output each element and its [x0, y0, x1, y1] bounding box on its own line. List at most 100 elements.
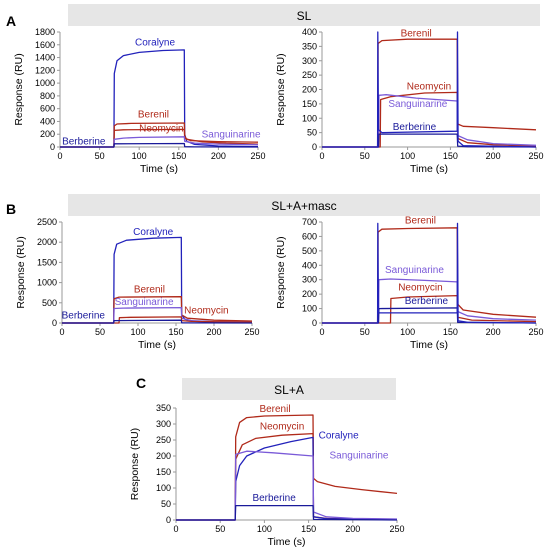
chart-b-left-label-berenil: Berenil — [134, 285, 165, 296]
chart-a-right-y-tick-label: 100 — [302, 113, 317, 123]
chart-b-left-x-tick-label: 0 — [59, 327, 64, 337]
panel-c-header-band — [182, 378, 396, 400]
chart-a-right-x-tick-label: 0 — [319, 151, 324, 161]
chart-b-left-label-coralyne: Coralyne — [133, 227, 173, 238]
panel-a-title: SL — [297, 9, 312, 23]
chart-a-right-y-tick-label: 350 — [302, 41, 317, 51]
chart-b-left-y-tick-label: 500 — [42, 298, 57, 308]
chart-c-y-tick-label: 150 — [156, 467, 171, 477]
chart-a-right-y-axis-label: Response (RU) — [275, 53, 287, 125]
chart-a-right-x-tick-label: 50 — [360, 151, 370, 161]
chart-b-left-series-berberine — [62, 319, 253, 324]
chart-b-right-y-tick-label: 500 — [302, 246, 317, 256]
chart-a-left-y-tick-label: 1600 — [35, 40, 55, 50]
chart-b-right-y-tick-label: 300 — [302, 275, 317, 285]
chart-b-right-x-tick-label: 50 — [360, 327, 370, 337]
chart-c-label-berberine: Berberine — [252, 493, 296, 504]
chart-c-y-tick-label: 350 — [156, 403, 171, 413]
chart-a-right-y-tick-label: 200 — [302, 85, 317, 95]
chart-c-y-tick-label: 250 — [156, 435, 171, 445]
chart-b-right-x-tick-label: 0 — [319, 327, 324, 337]
chart-c: 0 50 100 150 200 250 300 350 0 50 100 150 200 250 Time… — [129, 403, 405, 548]
chart-b-right-series-coralyne — [322, 222, 537, 324]
chart-a-right-y-tick-label: 0 — [312, 142, 317, 152]
chart-b-right-y-tick-label: 200 — [302, 289, 317, 299]
chart-a-left-y-tick-label: 0 — [50, 142, 55, 152]
chart-b-left-x-tick-label: 50 — [95, 327, 105, 337]
chart-a-left-x-tick-label: 200 — [211, 151, 226, 161]
chart-c-label-sanguinarine: Sanguinarine — [330, 451, 389, 462]
chart-b-right-y-tick-label: 700 — [302, 217, 317, 227]
chart-b-left-x-tick-label: 250 — [244, 327, 259, 337]
chart-a-left-label-sanguinarine: Sanguinarine — [202, 130, 261, 141]
chart-a-right-y-tick-label: 50 — [307, 128, 317, 138]
panel-a-header-band — [68, 4, 540, 26]
chart-a-left-label-berberine: Berberine — [62, 136, 106, 147]
chart-a-right-series-berberine — [322, 133, 537, 148]
chart-b-right-x-tick-label: 150 — [443, 327, 458, 337]
chart-b-left-y-tick-label: 1000 — [37, 278, 57, 288]
chart-b-right-label-sanguinarine: Sanguinarine — [385, 265, 444, 276]
chart-a-left-y-tick-label: 1800 — [35, 27, 55, 37]
chart-b-left-y-tick-label: 0 — [52, 318, 57, 328]
chart-b-right-y-tick-label: 100 — [302, 304, 317, 314]
chart-a-right-x-tick-label: 250 — [528, 151, 543, 161]
chart-a-left-y-tick-label: 600 — [40, 104, 55, 114]
chart-a-right-label-berenil: Berenil — [401, 28, 432, 39]
chart-a-left-label-berenil: Berenil — [138, 110, 169, 121]
chart-c-x-tick-label: 100 — [257, 524, 272, 534]
chart-c-x-tick-label: 200 — [345, 524, 360, 534]
chart-a-left-x-tick-label: 100 — [132, 151, 147, 161]
chart-c-x-tick-label: 150 — [301, 524, 316, 534]
chart-a-left-y-axis-label: Response (RU) — [13, 53, 25, 125]
chart-b-left-y-tick-label: 2000 — [37, 237, 57, 247]
panel-letter-a: A — [6, 13, 16, 29]
chart-a-left-y-tick-label: 400 — [40, 116, 55, 126]
chart-b-left-x-tick-label: 200 — [206, 327, 221, 337]
chart-a-left-series-coralyne — [60, 49, 259, 148]
chart-a-right-y-tick-label: 400 — [302, 27, 317, 37]
chart-c-x-tick-label: 250 — [389, 524, 404, 534]
chart-a-left-label-neomycin: Neomycin — [139, 123, 183, 134]
chart-a-right-label-sanguinarine: Sanguinarine — [388, 99, 447, 110]
chart-c-y-tick-label: 200 — [156, 451, 171, 461]
chart-a-right-series-coralyne — [322, 31, 537, 148]
chart-b-left-y-axis-label: Response (RU) — [15, 236, 27, 308]
chart-a-left-x-tick-label: 150 — [171, 151, 186, 161]
chart-b-right-y-axis-label: Response (RU) — [275, 236, 287, 308]
chart-b-left-x-tick-label: 150 — [168, 327, 183, 337]
chart-b-left-x-tick-label: 100 — [130, 327, 145, 337]
chart-b-left-y-tick-label: 2500 — [37, 217, 57, 227]
chart-b-left-y-tick-label: 1500 — [37, 257, 57, 267]
chart-a-left-y-tick-label: 1000 — [35, 78, 55, 88]
chart-b-right-label-neomycin: Neomycin — [398, 283, 442, 294]
chart-b-right-label-berberine: Berberine — [405, 296, 449, 307]
chart-c-label-berenil: Berenil — [259, 404, 290, 415]
chart-c-x-tick-label: 0 — [173, 524, 178, 534]
chart-a-left-x-tick-label: 0 — [57, 151, 62, 161]
chart-b-right-x-axis-label: Time (s) — [410, 339, 448, 351]
panel-b-title: SL+A+masc — [271, 199, 336, 213]
chart-c-y-tick-label: 300 — [156, 419, 171, 429]
chart-a-right-x-tick-label: 100 — [400, 151, 415, 161]
chart-a-right-y-tick-label: 150 — [302, 99, 317, 109]
chart-a-left-series-sanguinarine — [60, 136, 259, 148]
chart-b-left-series-neomycin — [62, 316, 253, 324]
chart-a-left-x-tick-label: 50 — [95, 151, 105, 161]
chart-a-right-y-tick-label: 250 — [302, 70, 317, 80]
panel-c-title: SL+A — [274, 383, 304, 397]
chart-a-left-y-tick-label: 1400 — [35, 53, 55, 63]
chart-a-left-y-tick-label: 200 — [40, 129, 55, 139]
chart-a-right-label-berberine: Berberine — [393, 122, 437, 133]
chart-c-y-tick-label: 50 — [161, 499, 171, 509]
chart-c-series-berberine — [176, 504, 398, 521]
chart-a-left-y-tick-label: 1200 — [35, 65, 55, 75]
chart-a-right-label-neomycin: Neomycin — [407, 82, 451, 93]
chart-a-right-series-neomycin — [322, 91, 537, 148]
chart-c-label-coralyne: Coralyne — [319, 430, 359, 441]
chart-b-left-label-sanguinarine: Sanguinarine — [115, 297, 174, 308]
chart-c-x-axis-label: Time (s) — [267, 536, 305, 548]
chart-b-right-y-tick-label: 600 — [302, 231, 317, 241]
chart-a-left: 0 200 400 600 800 1000 1200 1400 1600 1800 0 50 100 1… — [13, 27, 266, 175]
